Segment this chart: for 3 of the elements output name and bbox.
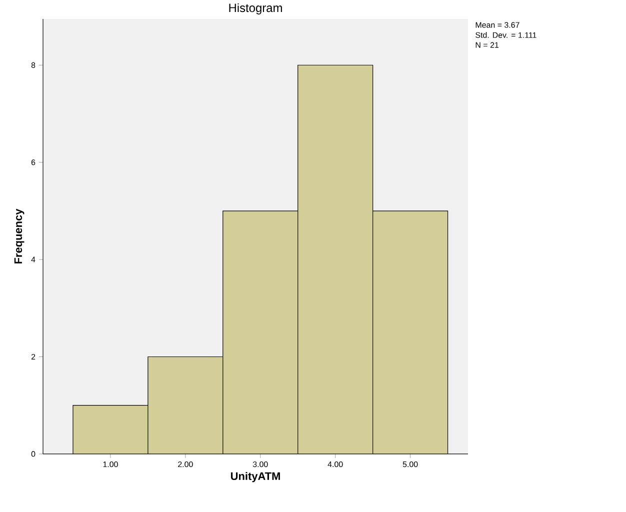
chart-title: Histogram [229,3,282,14]
x-axis-title: UnityATM [231,472,280,482]
y-axis-title: Frequency [14,208,24,264]
